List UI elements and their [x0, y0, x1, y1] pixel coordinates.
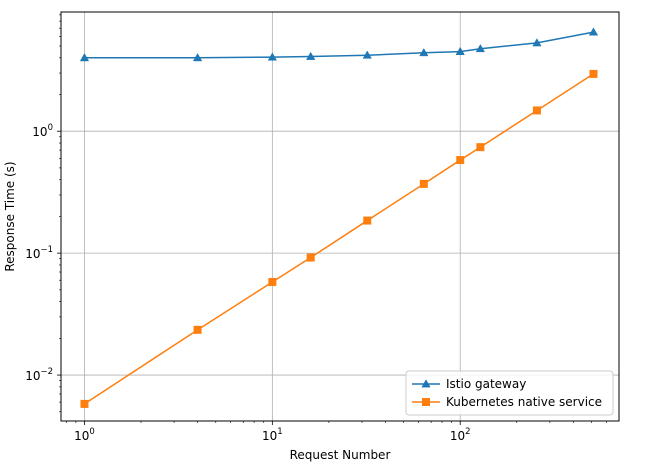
data-point	[419, 179, 428, 188]
data-point	[589, 69, 598, 78]
y-tick-label: 10−1	[25, 245, 53, 261]
legend-box	[405, 370, 614, 416]
x-tick-exponent: 1	[277, 427, 282, 437]
data-point	[532, 106, 541, 115]
legend-marker	[421, 379, 431, 388]
x-tick-exponent: 2	[465, 427, 470, 437]
data-point	[419, 48, 429, 57]
data-point	[267, 52, 277, 61]
data-point	[363, 216, 372, 225]
data-point	[192, 53, 203, 62]
y-tick-exponent: −1	[40, 245, 53, 255]
y-tick-exponent: −2	[40, 367, 53, 377]
y-tick-label: 100	[32, 123, 53, 139]
x-tick-label: 102	[450, 427, 471, 443]
plot-frame	[60, 11, 620, 422]
y-axis-label: Response Time (s)	[3, 161, 17, 271]
legend-label: Kubernetes native service	[446, 395, 602, 409]
data-point	[80, 399, 89, 408]
legend-label: Istio gateway	[446, 377, 526, 391]
grid-layer	[61, 12, 619, 421]
y-tick-exponent: 0	[48, 123, 53, 133]
x-tick-label: 101	[262, 427, 283, 443]
data-point	[588, 27, 599, 36]
series-line	[84, 73, 594, 405]
y-tick-label: 10−2	[25, 367, 53, 383]
data-point	[306, 253, 315, 262]
data-point	[306, 51, 316, 60]
y-tick-base: 10	[25, 247, 40, 261]
series-kubernetes-native-service	[80, 69, 598, 408]
data-point	[475, 43, 485, 53]
y-tick-base: 10	[25, 369, 40, 383]
data-point	[79, 53, 90, 62]
legend-item: Kubernetes native service	[412, 395, 602, 409]
data-point	[455, 46, 465, 55]
series-line	[84, 31, 594, 59]
x-tick-base: 10	[74, 429, 89, 443]
x-tick-exponent: 0	[89, 427, 94, 437]
data-point	[476, 143, 485, 152]
series-istio-gateway	[79, 27, 599, 62]
legend-marker	[422, 398, 430, 406]
y-tick-base: 10	[32, 125, 47, 139]
data-point	[456, 156, 465, 165]
legend: Istio gateway Kubernetes native service	[405, 370, 614, 416]
x-tick-label: 100	[74, 427, 95, 443]
x-tick-base: 10	[450, 429, 465, 443]
legend-item: Istio gateway	[412, 377, 526, 391]
x-axis-label: Request Number	[290, 448, 391, 462]
x-tick-base: 10	[262, 429, 277, 443]
series-layer	[79, 27, 599, 408]
data-point	[268, 277, 277, 286]
data-point	[362, 50, 372, 59]
data-point	[193, 325, 202, 334]
data-point	[532, 38, 542, 47]
